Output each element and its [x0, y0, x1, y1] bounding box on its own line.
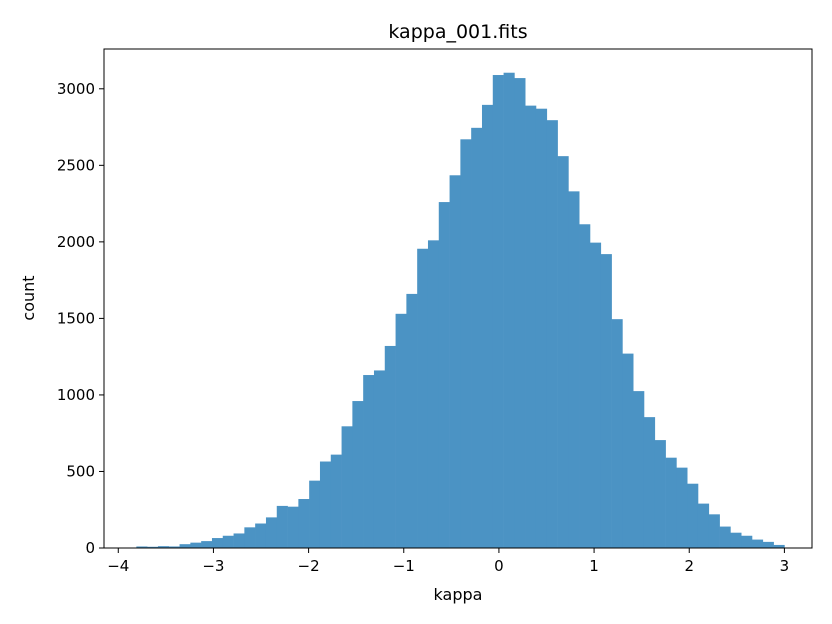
y-tick-label: 1500: [57, 309, 95, 327]
histogram-bar: [633, 391, 645, 548]
histogram-bar: [449, 175, 461, 548]
y-tick-label: 2500: [57, 156, 95, 174]
histogram-bar: [211, 538, 224, 548]
histogram-bar: [222, 535, 234, 548]
histogram-bar: [298, 499, 310, 548]
histogram-bar: [471, 127, 483, 548]
histogram-bar: [276, 505, 288, 548]
histogram-bar: [762, 541, 774, 548]
histogram-bar: [309, 480, 321, 548]
x-tick-label: −4: [107, 557, 129, 575]
x-tick-label: 3: [780, 557, 790, 575]
histogram-bar: [136, 546, 148, 548]
histogram-bar: [179, 544, 191, 548]
histogram-bar: [373, 370, 386, 548]
histogram-bar: [481, 104, 494, 548]
histogram-bar: [697, 503, 710, 548]
x-tick-label: 1: [589, 557, 599, 575]
histogram-bar: [654, 440, 666, 548]
histogram-bar: [363, 375, 375, 548]
histogram-bar: [492, 75, 504, 548]
y-tick-label: 0: [85, 539, 95, 557]
x-tick-label: −3: [202, 557, 224, 575]
histogram-bar: [438, 202, 450, 548]
histogram-bar: [427, 240, 440, 548]
histogram-bar: [535, 108, 548, 548]
x-axis-ticks: −4 −3 −2 −1 0 1 2 3: [107, 548, 789, 575]
histogram-bar: [622, 353, 634, 548]
histogram-bar: [579, 224, 591, 548]
histogram-bar: [752, 539, 764, 548]
histogram-bar: [319, 461, 332, 548]
histogram-bar: [460, 139, 472, 548]
histogram-bar: [201, 541, 213, 548]
histogram-bar: [611, 319, 623, 548]
histogram-bar: [168, 546, 180, 548]
histogram-bar: [330, 454, 342, 548]
histogram-bars: [136, 72, 785, 549]
histogram-bar: [730, 532, 742, 548]
x-tick-label: 0: [494, 557, 504, 575]
y-tick-label: 3000: [57, 80, 95, 98]
histogram-bar: [557, 156, 569, 549]
histogram-bar: [244, 527, 256, 548]
y-axis-label: count: [19, 275, 38, 320]
y-tick-label: 2000: [57, 233, 95, 251]
histogram-bar: [255, 523, 267, 548]
histogram-bar: [157, 546, 170, 548]
y-tick-label: 500: [66, 462, 95, 480]
histogram-bar: [233, 533, 245, 548]
histogram-bar: [546, 120, 558, 548]
histogram-bar: [287, 506, 299, 548]
plot-area-frame: [103, 48, 813, 549]
histogram-bar: [514, 78, 526, 548]
histogram-bar: [719, 526, 731, 548]
histogram-bar: [190, 542, 202, 548]
histogram-bar: [643, 417, 656, 548]
histogram-bar: [687, 483, 699, 548]
x-axis-label: kappa: [434, 585, 483, 604]
histogram-bar: [384, 345, 396, 548]
histogram-bar: [417, 248, 429, 549]
histogram-bar: [568, 191, 580, 548]
histogram-bar: [147, 546, 159, 548]
histogram-bar: [600, 254, 612, 549]
histogram-bar: [341, 426, 353, 548]
histogram-bar: [676, 467, 688, 548]
histogram-bar: [265, 517, 278, 548]
histogram-bar: [503, 72, 515, 548]
histogram-bar: [406, 293, 418, 548]
histogram-bar: [589, 242, 602, 548]
histogram-bar: [708, 514, 720, 548]
histogram-bar: [741, 535, 753, 548]
y-tick-label: 1000: [57, 386, 95, 404]
histogram-bar: [352, 401, 364, 548]
x-tick-label: −2: [298, 557, 320, 575]
y-axis-ticks: 0 500 1000 1500 2000 2500 3000: [57, 80, 104, 557]
histogram-bar: [773, 544, 785, 548]
x-tick-label: 2: [684, 557, 694, 575]
chart-title: kappa_001.fits: [388, 21, 527, 43]
histogram-bar: [665, 457, 677, 548]
histogram-bar: [525, 105, 537, 548]
histogram-bar: [395, 313, 407, 548]
x-tick-label: −1: [393, 557, 415, 575]
